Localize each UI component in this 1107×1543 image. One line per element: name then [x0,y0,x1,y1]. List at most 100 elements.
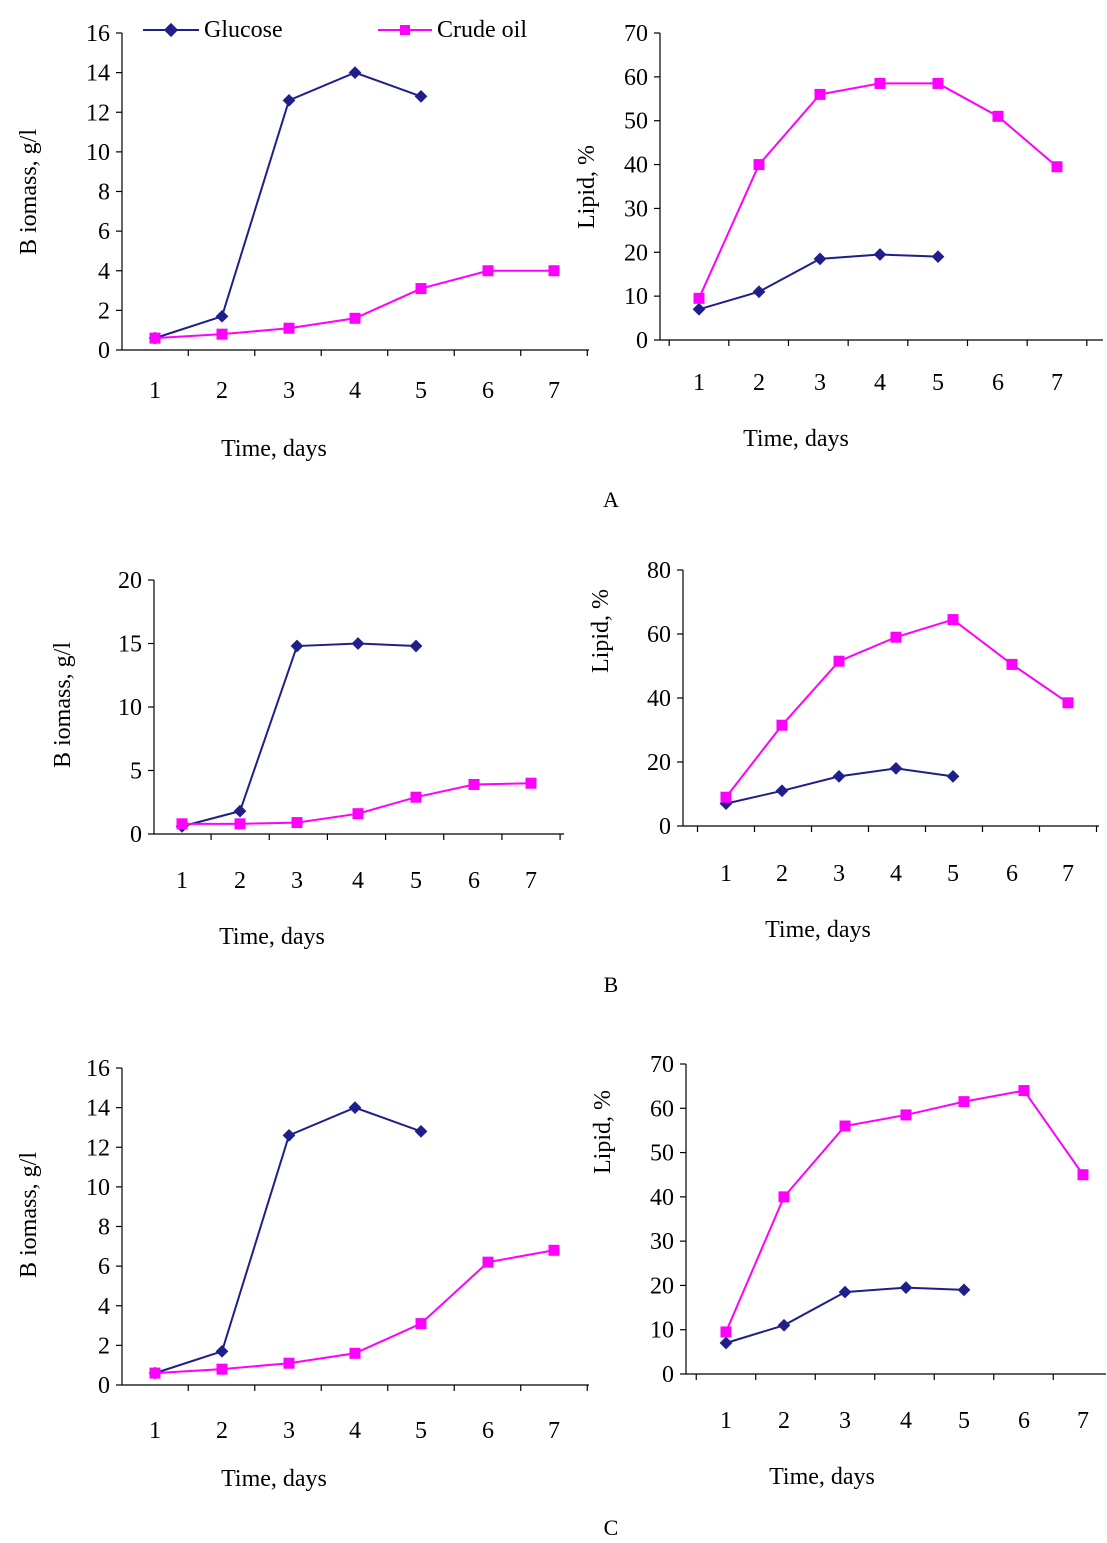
data-point-glucose [873,248,887,261]
y-tick-label: 6 [98,219,110,245]
data-point-glucose [832,770,846,783]
x-tick-label: 5 [958,1408,970,1434]
x-tick-label: 4 [349,378,361,404]
data-point-crude-oil [234,818,246,830]
x-tick-label: 6 [482,1418,494,1444]
data-point-glucose [233,804,247,818]
y-tick-label: 6 [98,1254,110,1280]
y-tick-label: 12 [86,100,110,126]
y-tick-label: 5 [130,759,142,785]
y-tick-label: 0 [98,1373,110,1399]
chart-2: 0 10 20 30 40 50 60 70 1 2 3 4 5 6 7 Time, days Lipid, % [574,21,1103,452]
series-line-glucose [181,642,417,828]
data-point-crude-oil [415,1318,427,1330]
y-tick-label: 4 [98,1294,110,1320]
data-point-glucose [215,1344,229,1358]
data-point-crude-oil [753,159,765,171]
y-tick-label: 10 [86,140,110,166]
data-point-crude-oil [468,778,480,790]
y-tick-label: 4 [98,259,110,285]
x-tick-label: 7 [1062,861,1074,887]
data-point-crude-oil [349,1347,361,1359]
x-tick-label: 2 [776,861,788,887]
x-tick-label: 7 [548,1418,560,1444]
x-tick-label: 3 [283,378,295,404]
x-tick-label: 7 [548,378,560,404]
y-tick-label: 0 [130,822,142,848]
y-tick-label: 2 [98,298,110,324]
y-axis-label: Lipid, % [574,145,600,229]
data-point-crude-oil [890,631,902,643]
x-tick-label: 3 [839,1408,851,1434]
data-point-glucose [414,90,428,103]
x-tick-label: 6 [468,868,480,894]
data-point-crude-oil [410,791,422,803]
y-tick-label: 10 [118,695,142,721]
y-tick-label: 60 [650,1096,674,1122]
data-point-crude-oil [776,719,788,731]
x-tick-label: 2 [216,378,228,404]
data-point-glucose [290,639,304,653]
series-line-crude-oil [154,269,554,340]
y-axis-label: Lipid, % [590,1090,616,1174]
legend-crude-oil-label: Crude oil [437,17,527,43]
data-point-glucose [777,1318,791,1332]
x-tick-label: 3 [291,868,303,894]
x-axis-label: Time, days [221,1466,327,1492]
data-point-glucose [957,1283,971,1297]
y-tick-label: 20 [624,240,648,266]
data-point-crude-oil [176,818,188,830]
x-tick-label: 4 [900,1408,912,1434]
y-tick-label: 15 [118,632,142,658]
x-tick-label: 2 [778,1408,790,1434]
y-tick-label: 0 [659,814,671,840]
y-tick-label: 70 [650,1052,674,1078]
data-point-glucose [813,252,827,266]
data-point-glucose [414,1125,428,1138]
y-tick-label: 60 [624,65,648,91]
x-tick-label: 7 [1051,370,1063,396]
data-point-glucose [409,639,423,653]
x-tick-label: 6 [482,378,494,404]
y-tick-label: 2 [98,1333,110,1359]
x-tick-label: 3 [283,1418,295,1444]
x-axis-label: Time, days [221,436,327,462]
data-point-glucose [752,285,766,299]
data-point-glucose [931,250,945,264]
data-point-crude-oil [415,283,427,295]
data-point-crude-oil [291,817,303,829]
y-tick-label: 40 [647,686,671,712]
y-tick-label: 12 [86,1135,110,1161]
data-point-crude-oil [283,1357,295,1369]
legend-glucose-marker [163,22,179,38]
x-tick-label: 3 [833,861,845,887]
y-tick-label: 70 [624,21,648,47]
y-tick-label: 60 [647,622,671,648]
data-point-crude-oil [548,265,560,277]
data-point-crude-oil [874,77,886,89]
y-axis-label: Lipid, % [588,589,614,673]
x-tick-label: 7 [1077,1408,1089,1434]
y-tick-label: 10 [650,1318,674,1344]
x-tick-label: 2 [753,370,765,396]
x-axis-label: Time, days [765,917,871,943]
y-tick-label: 16 [86,21,110,47]
y-axis-label: B iomass, g/l [16,1152,42,1278]
x-tick-label: 1 [720,1408,732,1434]
x-tick-label: 4 [890,861,902,887]
panel-label-b: B [604,972,619,997]
data-point-glucose [946,770,960,783]
data-point-crude-oil [1062,697,1074,709]
legend-crude-oil-marker [400,25,410,35]
data-point-crude-oil [216,1363,228,1375]
y-tick-label: 0 [662,1362,674,1388]
data-point-crude-oil [283,322,295,334]
x-tick-label: 1 [693,370,705,396]
data-point-glucose [692,302,706,316]
y-tick-label: 0 [98,338,110,364]
x-tick-label: 3 [814,370,826,396]
y-tick-label: 16 [86,1056,110,1082]
x-tick-label: 5 [415,1418,427,1444]
y-tick-label: 20 [650,1273,674,1299]
data-point-glucose [719,1336,733,1350]
